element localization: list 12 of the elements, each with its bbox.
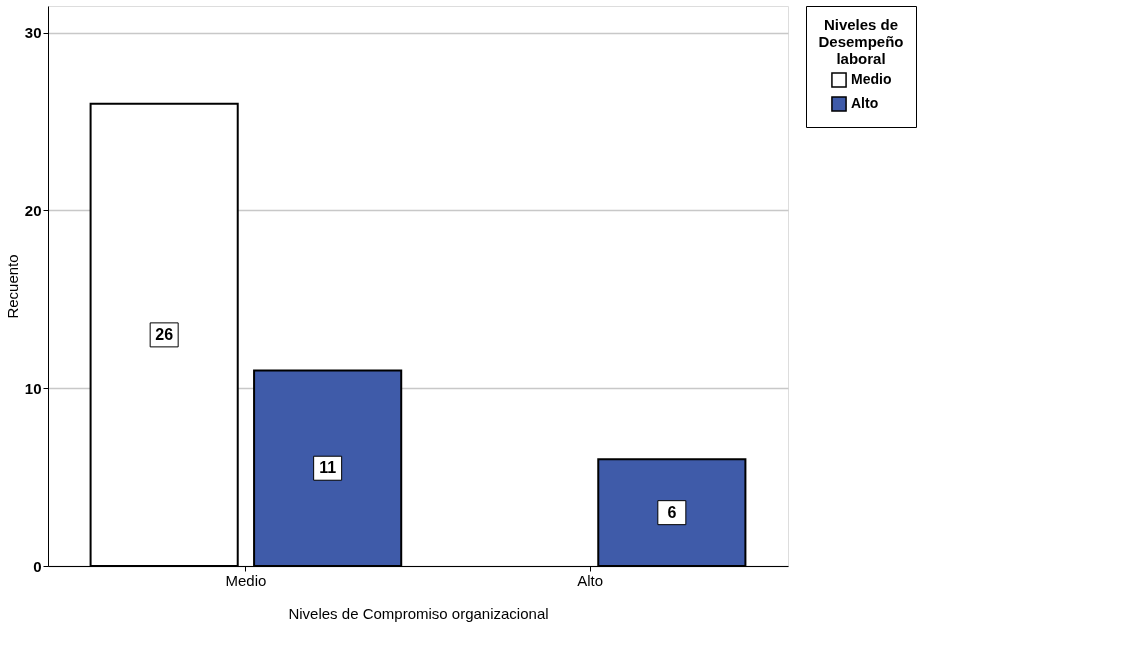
y-tick-label: 30 xyxy=(24,24,42,42)
y-tick-label: 20 xyxy=(24,201,42,219)
legend-title: Niveles de Desempeño laboral xyxy=(818,16,904,67)
data-label: 6 xyxy=(667,503,677,521)
y-axis-title: Recuento xyxy=(3,254,21,319)
legend-label: Alto xyxy=(851,95,879,111)
data-label: 26 xyxy=(155,325,174,343)
x-axis-title: Niveles de Compromiso organizacional xyxy=(288,604,549,622)
data-label: 11 xyxy=(319,459,337,477)
y-tick-label: 10 xyxy=(24,379,42,397)
y-tick-label: 0 xyxy=(33,557,42,575)
legend-label: Medio xyxy=(851,71,892,87)
